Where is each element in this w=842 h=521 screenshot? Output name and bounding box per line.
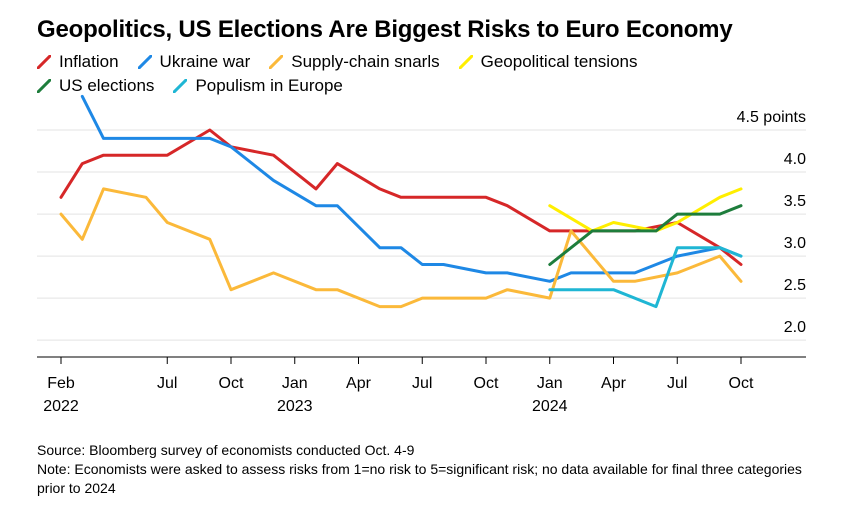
x-tick-label: Jul	[667, 375, 687, 392]
legend-swatch-geopolitical-tensions	[458, 55, 473, 69]
legend-row-2: US elections Populism in Europe	[37, 74, 737, 98]
x-tick-label: Oct	[219, 375, 244, 392]
y-tick-label: 4.0	[784, 151, 806, 168]
legend-item-us-elections: US elections	[37, 76, 154, 96]
legend-item-inflation: Inflation	[37, 52, 119, 72]
grid-lines	[37, 129, 806, 358]
x-tick-year-label: 2023	[277, 398, 313, 415]
legend-label-us-elections: US elections	[59, 76, 155, 95]
footer: Source: Bloomberg survey of economists c…	[37, 441, 817, 498]
x-tick-label: Oct	[729, 375, 754, 392]
legend-swatch-supply-chain	[269, 55, 284, 69]
x-tick-year-label: 2022	[43, 398, 79, 415]
legend-label-supply-chain: Supply-chain snarls	[291, 52, 440, 71]
series-line-supply-chain-snarls	[59, 187, 743, 309]
legend-swatch-inflation	[37, 55, 51, 69]
series-line-populism-in-europe	[548, 246, 743, 309]
legend-swatch-populism	[173, 79, 188, 93]
x-tick-label: Jul	[157, 375, 177, 392]
x-tick-year-label: 2024	[532, 398, 568, 415]
legend-item-populism: Populism in Europe	[173, 76, 343, 96]
legend-item-supply-chain: Supply-chain snarls	[269, 52, 440, 72]
x-tick-label: Apr	[601, 375, 627, 392]
legend-label-inflation: Inflation	[59, 52, 119, 71]
series-line-inflation	[59, 128, 743, 266]
chart-title: Geopolitics, US Elections Are Biggest Ri…	[37, 16, 733, 43]
series-line-us-elections	[548, 204, 743, 266]
legend-row-1: Inflation Ukraine war Supply-chain snarl…	[37, 50, 737, 74]
y-tick-label: 2.0	[784, 319, 806, 336]
y-tick-label: 3.0	[784, 235, 806, 252]
legend-swatch-ukraine-war	[137, 55, 152, 69]
y-tick-label: 2.5	[784, 277, 806, 294]
y-tick-label: 4.5 points	[737, 109, 806, 126]
legend-item-geopolitical-tensions: Geopolitical tensions	[458, 52, 638, 72]
legend-label-populism: Populism in Europe	[195, 76, 343, 95]
legend-item-ukraine-war: Ukraine war	[137, 52, 251, 72]
line-chart: 4.5 points 4.0 3.5 3.0 2.5 2.0 Feb 2022 Jul Oct J…	[37, 94, 806, 415]
x-tick-label: Jan	[282, 375, 308, 392]
series-line-geopolitical-tensions	[548, 187, 743, 233]
legend: Inflation Ukraine war Supply-chain snarl…	[37, 50, 737, 98]
legend-label-geopolitical-tensions: Geopolitical tensions	[480, 52, 638, 71]
y-axis-tick-labels: 4.5 points 4.0 3.5 3.0 2.5 2.0	[737, 109, 806, 336]
legend-swatch-us-elections	[37, 79, 51, 93]
x-tick-label: Feb	[47, 375, 75, 392]
y-tick-label: 3.5	[784, 193, 806, 210]
x-tick-label: Oct	[474, 375, 499, 392]
x-tick-label: Jul	[412, 375, 432, 392]
legend-label-ukraine-war: Ukraine war	[159, 52, 251, 71]
x-tick-label: Jan	[537, 375, 563, 392]
x-axis-ticks: Feb 2022 Jul Oct Jan 2023 Apr Jul Oct Jan 2024 Apr J…	[43, 357, 754, 415]
series-lines	[59, 94, 743, 309]
series-line-ukraine-war	[80, 94, 743, 283]
methodology-note: Note: Economists were asked to assess ri…	[37, 461, 802, 496]
x-tick-label: Apr	[346, 375, 372, 392]
source-note: Source: Bloomberg survey of economists c…	[37, 442, 415, 458]
